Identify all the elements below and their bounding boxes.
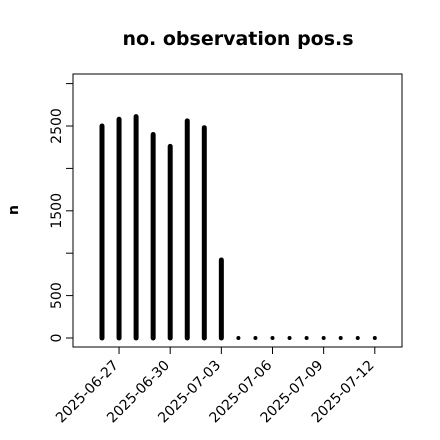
plot-frame [72,73,403,348]
chart-title: no. observation pos.s [122,28,353,50]
y-tick-label: 0 [49,334,65,343]
bar [270,336,275,340]
bar [236,336,241,340]
y-tick-label: 1500 [49,193,65,229]
bar [372,336,377,340]
bar [321,336,326,340]
y-axis-label: n [6,205,22,215]
x-axis: 2025-06-272025-06-302025-07-032025-07-06… [53,346,378,426]
y-tick-label: 500 [49,282,65,309]
y-axis: 0 500 1500 2500 [49,83,74,343]
bar [355,336,360,340]
bar [304,336,309,340]
y-tick-label: 2500 [49,108,65,144]
bar [338,336,343,340]
bars [99,114,377,341]
bar [253,336,258,340]
bar [287,336,292,340]
